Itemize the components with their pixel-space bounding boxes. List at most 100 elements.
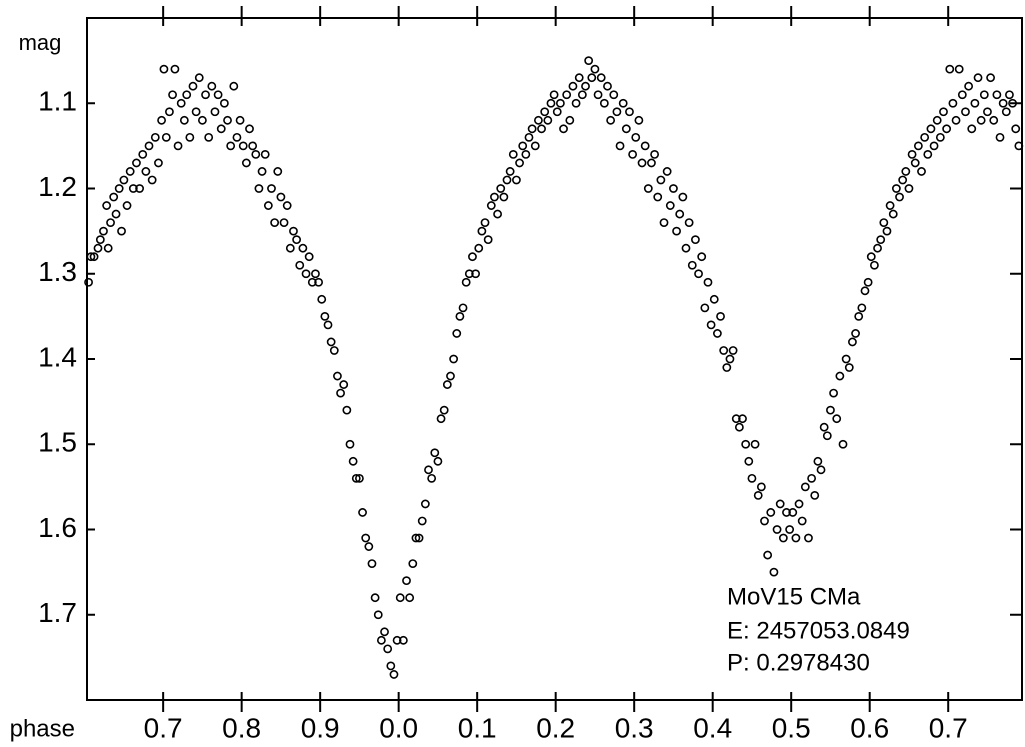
data-point <box>128 184 138 193</box>
data-point <box>788 508 798 517</box>
data-point <box>194 73 204 83</box>
data-point <box>794 499 804 509</box>
data-point <box>493 209 502 219</box>
data-point <box>800 482 810 492</box>
data-point <box>420 499 430 509</box>
data-point <box>191 107 201 117</box>
data-point <box>455 311 465 321</box>
data-point <box>621 124 631 134</box>
data-point <box>998 98 1008 108</box>
data-point <box>782 508 791 517</box>
data-point <box>832 414 842 424</box>
data-point <box>650 149 659 159</box>
data-point <box>791 533 801 543</box>
data-point <box>681 243 691 253</box>
data-point <box>170 64 180 74</box>
data-point <box>141 167 151 176</box>
data-point <box>320 311 330 321</box>
data-point <box>857 303 867 313</box>
data-point <box>760 516 769 526</box>
data-point <box>703 277 713 287</box>
data-point <box>483 235 493 245</box>
data-point <box>929 141 939 151</box>
data-point <box>364 542 374 551</box>
data-point <box>854 311 864 321</box>
data-point <box>669 184 678 193</box>
data-point <box>223 115 232 125</box>
data-point <box>612 107 622 117</box>
data-point <box>957 90 967 100</box>
data-point <box>882 226 892 236</box>
data-point <box>709 294 719 304</box>
data-point <box>179 115 189 125</box>
data-point <box>920 132 930 142</box>
data-point <box>307 277 317 287</box>
data-point <box>159 64 169 74</box>
data-point <box>370 593 380 603</box>
data-point <box>245 124 254 134</box>
data-point <box>917 167 926 176</box>
data-point <box>521 149 531 159</box>
data-point <box>596 73 606 83</box>
data-point <box>508 149 518 159</box>
data-point <box>763 550 773 560</box>
data-point <box>355 473 364 483</box>
data-point <box>587 73 597 83</box>
data-point <box>301 269 311 279</box>
data-point <box>656 175 666 185</box>
data-point <box>430 448 440 458</box>
data-point <box>103 243 113 253</box>
data-point <box>471 269 481 279</box>
data-point <box>474 243 484 253</box>
data-point <box>157 115 166 125</box>
data-point <box>251 149 261 159</box>
data-point <box>314 277 323 287</box>
data-point <box>913 141 923 151</box>
data-point <box>819 422 829 432</box>
data-point <box>392 635 402 645</box>
data-point <box>910 158 920 168</box>
data-point <box>373 610 383 620</box>
data-point <box>452 329 462 338</box>
data-point <box>530 141 540 151</box>
data-point <box>468 252 477 262</box>
data-point <box>983 107 992 117</box>
data-point <box>813 456 823 466</box>
data-point <box>552 107 562 117</box>
data-point <box>512 175 521 185</box>
data-point <box>150 132 160 142</box>
data-point <box>198 115 207 125</box>
data-point <box>810 490 820 500</box>
data-point <box>154 158 163 168</box>
data-point <box>176 98 186 108</box>
data-point <box>515 158 524 168</box>
data-point <box>336 388 345 398</box>
data-point <box>625 107 634 117</box>
x-tick-label: 0.9 <box>301 712 340 743</box>
data-point <box>165 107 174 117</box>
x-tick-label: 0.5 <box>772 712 811 743</box>
data-point <box>753 490 763 500</box>
data-point <box>747 473 757 483</box>
data-point <box>182 90 192 100</box>
data-point <box>323 320 333 330</box>
data-point <box>728 346 738 355</box>
data-point <box>109 192 119 202</box>
annotation: E: 2457053.0849 <box>727 617 910 644</box>
data-point <box>885 201 895 210</box>
data-point <box>464 269 474 279</box>
data-point <box>618 98 628 108</box>
data-point <box>851 329 860 338</box>
data-point <box>951 115 961 125</box>
data-point <box>678 192 688 202</box>
data-point <box>117 226 126 236</box>
data-point <box>219 98 229 108</box>
data-point <box>687 260 697 270</box>
data-point <box>866 252 876 262</box>
data-point <box>603 81 612 91</box>
data-point <box>106 218 115 227</box>
data-point <box>559 124 568 134</box>
data-point <box>238 141 248 151</box>
y-tick-label: 1.3 <box>38 256 77 287</box>
data-point <box>367 559 377 568</box>
